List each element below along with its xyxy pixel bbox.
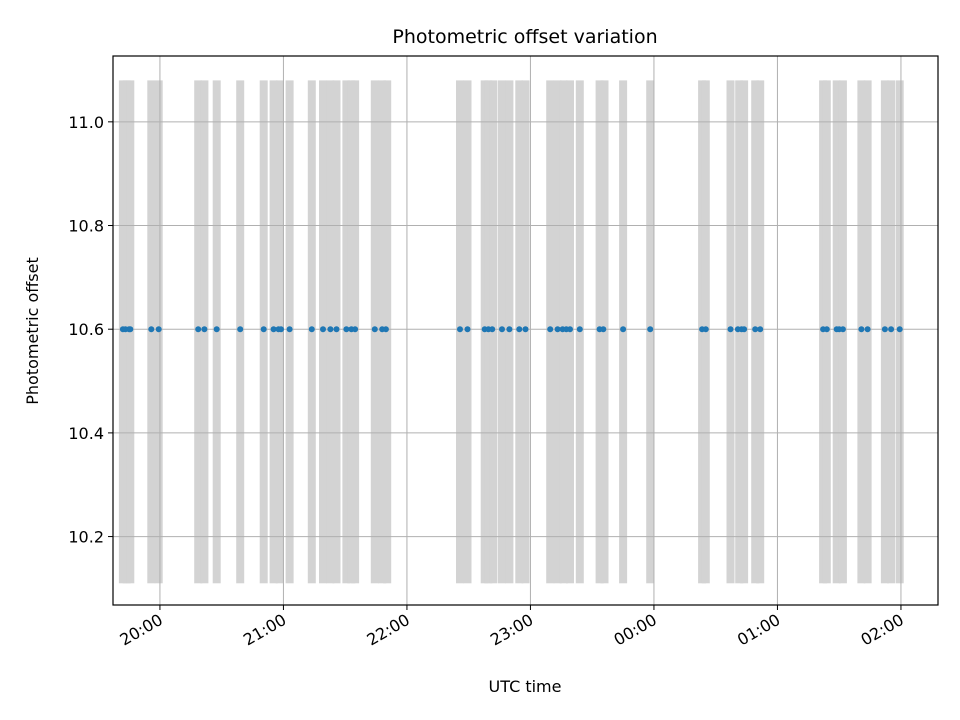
data-point-32	[516, 326, 523, 333]
data-point-24	[382, 326, 389, 333]
data-point-46	[727, 326, 734, 333]
y-axis-label: Photometric offset	[23, 257, 42, 405]
data-point-50	[752, 326, 759, 333]
x-tick-label-2: 22:00	[364, 610, 413, 650]
x-tick-label-4: 00:00	[611, 610, 660, 650]
data-point-38	[567, 326, 573, 333]
data-point-30	[499, 326, 505, 333]
data-point-7	[201, 326, 208, 333]
data-point-13	[278, 326, 284, 333]
data-point-58	[864, 326, 871, 333]
data-point-59	[881, 326, 888, 333]
x-axis-label: UTC time	[489, 677, 562, 696]
y-tick-label-1: 10.4	[68, 424, 104, 443]
chart-title: Photometric offset variation	[392, 26, 657, 48]
data-point-8	[213, 326, 220, 333]
observation-spans	[118, 80, 904, 584]
data-point-41	[600, 326, 607, 333]
y-axis-ticks: 10.2 10.4 10.6 10.8 11.0	[68, 113, 113, 547]
data-point-51	[757, 326, 764, 333]
data-point-45	[702, 326, 709, 333]
data-point-60	[888, 326, 895, 333]
data-point-16	[320, 326, 326, 333]
data-point-49	[741, 326, 748, 333]
data-points	[119, 326, 903, 333]
data-point-43	[647, 326, 654, 333]
data-point-3	[127, 326, 134, 333]
x-axis-ticks: 20:00 21:00 22:00 23:00 00:00 01:00 02:00	[116, 605, 907, 650]
plot-frame	[112, 55, 939, 606]
data-point-17	[327, 326, 334, 333]
x-tick-label-1: 21:00	[240, 610, 289, 650]
data-point-33	[522, 326, 529, 333]
data-point-29	[489, 326, 496, 333]
data-point-61	[896, 326, 903, 333]
x-tick-label-5: 01:00	[734, 610, 783, 650]
x-tick-label-6: 02:00	[858, 610, 907, 650]
data-point-35	[554, 326, 561, 333]
data-point-26	[464, 326, 471, 333]
data-point-19	[343, 326, 350, 333]
data-point-22	[371, 326, 378, 333]
data-point-56	[839, 326, 846, 333]
data-point-39	[576, 326, 583, 333]
data-point-11	[270, 326, 277, 333]
y-tick-label-2: 10.6	[68, 320, 104, 339]
data-point-9	[237, 326, 244, 333]
data-point-57	[858, 326, 865, 333]
data-point-14	[286, 326, 293, 333]
grid-lines	[113, 56, 938, 605]
data-point-10	[260, 326, 267, 333]
data-point-15	[308, 326, 315, 333]
data-point-21	[352, 326, 359, 333]
y-tick-label-0: 10.2	[68, 528, 104, 547]
data-point-34	[547, 326, 554, 333]
y-tick-label-3: 10.8	[68, 217, 104, 236]
x-tick-label-0: 20:00	[116, 610, 165, 650]
data-point-18	[333, 326, 340, 333]
data-point-25	[457, 326, 463, 333]
y-tick-label-4: 11.0	[68, 113, 104, 132]
data-point-6	[195, 326, 202, 333]
x-tick-label-3: 23:00	[487, 610, 536, 650]
data-point-4	[148, 326, 155, 333]
data-point-5	[155, 326, 162, 333]
data-point-31	[506, 326, 513, 333]
data-point-53	[823, 326, 830, 333]
data-point-42	[620, 326, 627, 333]
